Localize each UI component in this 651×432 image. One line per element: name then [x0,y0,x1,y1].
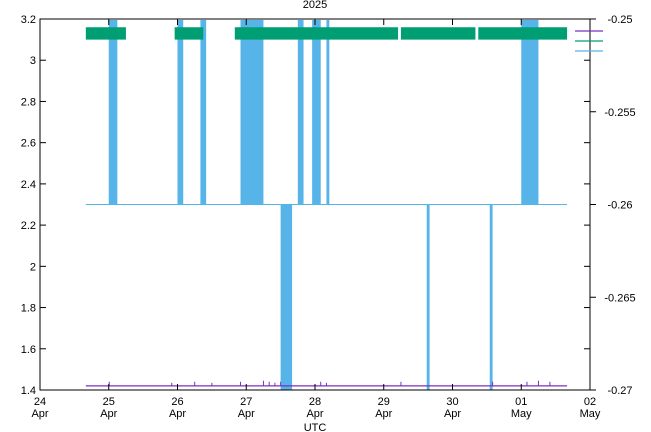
x-tick-day: 02 [584,396,596,408]
y2-tick-label: -0.265 [604,292,635,304]
y-tick-label: 2 [30,261,36,273]
x-tick-month: Apr [169,408,186,420]
x-tick-month: Apr [31,408,48,420]
series-3-high-block [312,20,321,205]
series-3-high-block [108,20,118,205]
y2-tick-label: -0.26 [607,200,632,212]
y-tick-label: 3 [30,55,36,67]
series-2-band [85,27,126,40]
y-tick-label: 2.8 [21,96,36,108]
x-tick-month: Apr [306,408,323,420]
x-tick-day: 24 [34,396,46,408]
y-tick-label: 1.6 [21,344,36,356]
x-tick-day: 26 [171,396,183,408]
x-tick-month: Apr [238,408,255,420]
series-3-low-spike [280,204,293,390]
y-tick-label: 2.6 [21,138,36,150]
series-2-band [234,27,399,40]
x-tick-day: 30 [446,396,458,408]
series-3-high-block [240,20,264,205]
x-tick-day: 28 [309,396,321,408]
x-tick-day: 27 [240,396,252,408]
x-tick-day: 25 [103,396,115,408]
y2-tick-label: -0.27 [607,385,632,397]
series-2-band [174,27,204,40]
series-3-high-block [200,20,207,205]
y-tick-label: 1.8 [21,303,36,315]
y-tick-label: 3.2 [21,14,36,26]
series-3-high-block [177,20,184,205]
x-tick-day: 01 [515,396,527,408]
chart-title: 2025 [303,0,327,11]
series-3-high-block [297,20,304,205]
x-tick-month: Apr [375,408,392,420]
y2-tick-label: -0.255 [604,107,635,119]
y-tick-label: 2.2 [21,220,36,232]
x-tick-month: May [511,408,532,420]
x-tick-month: May [580,408,601,420]
y2-tick-label: -0.25 [607,14,632,26]
legend [575,30,603,52]
series-3-low-spike [426,204,430,390]
y-tick-label: 2.4 [21,179,36,191]
series-2-band [400,27,476,40]
series-2-band [478,27,568,40]
y-tick-label: 1.4 [21,385,36,397]
x-tick-day: 29 [378,396,390,408]
series-3-low-spike [489,204,493,390]
series-3-high-block [521,20,539,205]
series-layer [85,20,568,390]
axis-layer: 1.4 1.6 1.8 2 2.2 2.4 2.6 2.8 3 3.2 -0.27 -0.265 -0.… [21,14,636,420]
x-axis-label: UTC [304,422,327,432]
x-tick-month: Apr [444,408,461,420]
series-3-high-block [326,20,330,205]
x-tick-month: Apr [100,408,117,420]
